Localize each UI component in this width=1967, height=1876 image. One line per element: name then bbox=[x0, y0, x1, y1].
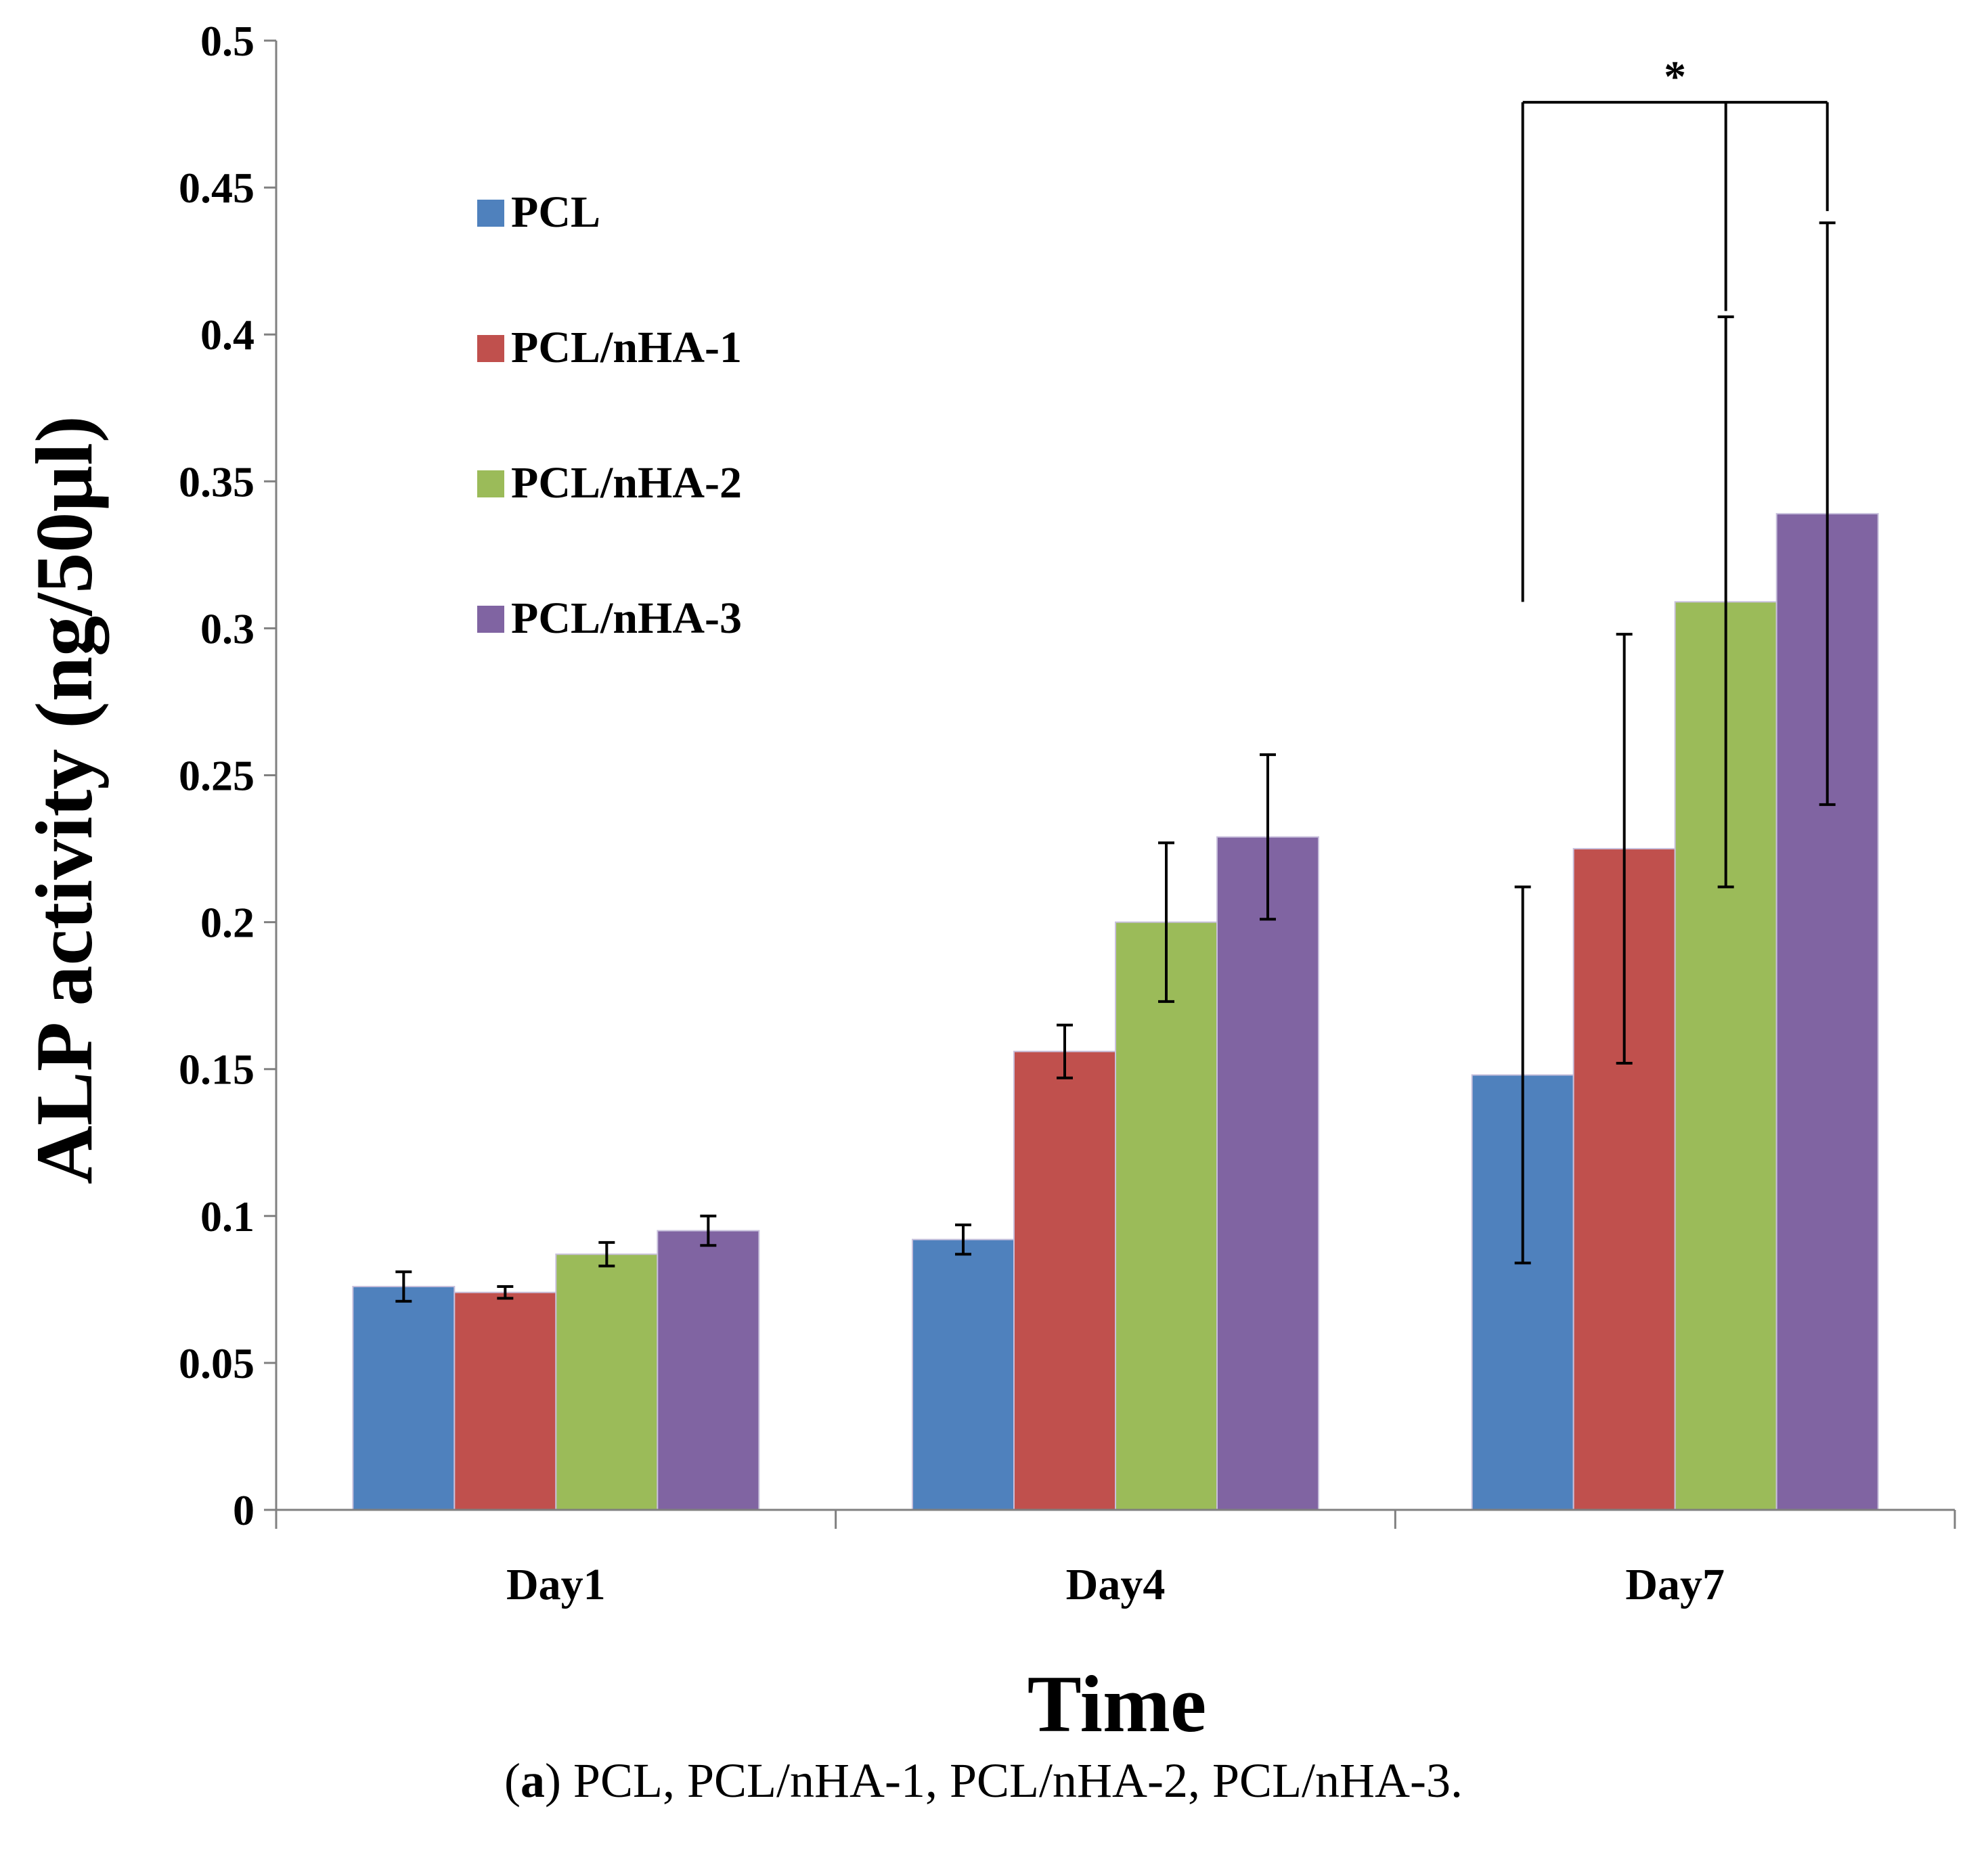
y-tick-label: 0.45 bbox=[179, 164, 255, 212]
legend-label: PCL/nHA-1 bbox=[511, 323, 742, 372]
x-category-label: Day1 bbox=[506, 1560, 606, 1609]
caption-label: a bbox=[520, 1754, 545, 1808]
legend-swatch bbox=[477, 470, 504, 497]
x-category-label: Day7 bbox=[1625, 1560, 1725, 1609]
legend-label: PCL bbox=[511, 187, 600, 237]
axes bbox=[275, 41, 1956, 1529]
bar-day4-pcl bbox=[912, 1238, 1015, 1511]
legend-swatch bbox=[477, 606, 504, 633]
legend-label: PCL/nHA-2 bbox=[511, 458, 742, 508]
y-axis-ticks: 0 0.05 0.1 0.15 0.2 0.25 0.3 0.35 0.4 0.45 0.5 bbox=[179, 17, 276, 1534]
legend-label: PCL/nHA-3 bbox=[511, 594, 742, 643]
caption-text: PCL, PCL/nHA-1, PCL/nHA-2, PCL/nHA-3. bbox=[573, 1754, 1463, 1808]
bar-day4-pcl-nha-1 bbox=[1013, 1050, 1116, 1511]
y-tick-label: 0.1 bbox=[200, 1192, 255, 1241]
bar-day1-pcl-nha-2 bbox=[555, 1253, 659, 1511]
legend-swatch bbox=[477, 200, 504, 227]
y-tick-label: 0.25 bbox=[179, 752, 255, 800]
significance-annotations: * bbox=[1521, 52, 1829, 602]
legend-swatch bbox=[477, 335, 504, 362]
y-tick-label: 0.3 bbox=[200, 604, 255, 652]
x-category-label: Day4 bbox=[1066, 1560, 1166, 1609]
y-axis-title: ALP activity (ng/50µl) bbox=[19, 416, 110, 1184]
bar-day4-pcl-nha-3 bbox=[1216, 836, 1319, 1511]
y-tick-label: 0.35 bbox=[179, 457, 255, 506]
y-tick-label: 0.05 bbox=[179, 1339, 255, 1387]
bar-day4-pcl-nha-2 bbox=[1115, 921, 1218, 1511]
bar-day1-pcl bbox=[352, 1286, 456, 1511]
y-tick-label: 0.15 bbox=[179, 1046, 255, 1094]
y-tick-label: 0.2 bbox=[200, 899, 255, 947]
bar-day1-pcl-nha-1 bbox=[454, 1291, 557, 1511]
x-axis-title: Time bbox=[1027, 1659, 1206, 1749]
y-tick-label: 0 bbox=[233, 1486, 255, 1534]
significance-asterisk: * bbox=[1664, 52, 1686, 102]
bar-day1-pcl-nha-3 bbox=[657, 1230, 760, 1511]
error-bars bbox=[395, 221, 1836, 1303]
y-tick-label: 0.4 bbox=[200, 311, 255, 359]
legend: PCL PCL/nHA-1 PCL/nHA-2 PCL/nHA-3 bbox=[477, 187, 742, 643]
x-axis-labels: Day1 Day4 Day7 bbox=[506, 1560, 1725, 1609]
bars bbox=[352, 513, 1879, 1511]
y-tick-label: 0.5 bbox=[200, 17, 255, 65]
figure-caption: (a) PCL, PCL/nHA-1, PCL/nHA-2, PCL/nHA-3… bbox=[504, 1754, 1463, 1808]
